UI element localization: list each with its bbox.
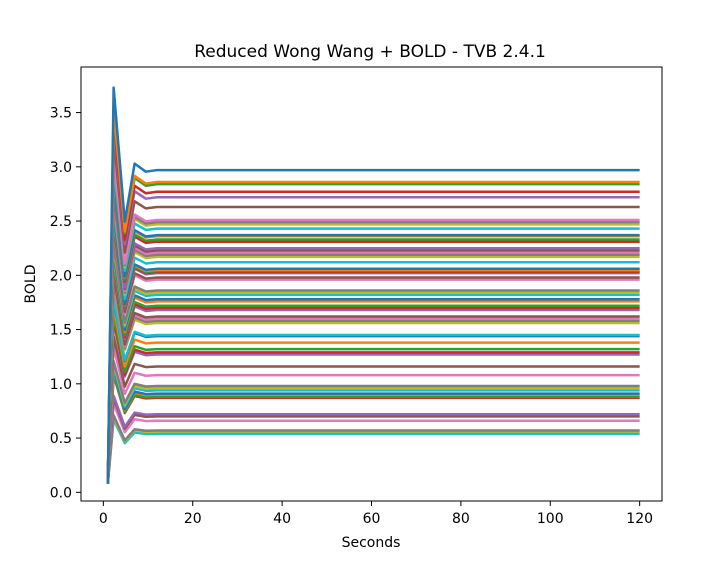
series-line — [106, 109, 640, 484]
series-line — [106, 334, 640, 484]
y-tick-label: 3.0 — [50, 160, 72, 176]
series-line — [106, 262, 640, 484]
x-tick-label: 120 — [626, 511, 653, 527]
x-axis: 0 20 40 60 80 100 120 — [99, 501, 653, 527]
y-tick-label: 3.5 — [50, 106, 72, 122]
plot-frame — [80, 66, 663, 502]
series-line — [106, 416, 640, 484]
series-layer — [106, 86, 640, 484]
series-line — [106, 251, 640, 484]
x-tick-label: 80 — [452, 511, 470, 527]
y-tick-label: 0.5 — [50, 431, 72, 447]
y-tick-label: 2.0 — [50, 268, 72, 284]
series-line — [106, 394, 640, 484]
x-tick-label: 20 — [184, 511, 202, 527]
y-axis: 0.0 0.5 1.0 1.5 2.0 2.5 3.0 3.5 — [50, 106, 81, 501]
series-line — [106, 227, 640, 484]
series-line — [106, 320, 640, 484]
x-tick-label: 100 — [537, 511, 564, 527]
series-line — [106, 365, 640, 484]
series-line — [106, 414, 640, 484]
x-axis-label: Seconds — [342, 535, 401, 551]
series-line — [106, 396, 640, 484]
series-line — [106, 179, 640, 484]
series-line — [106, 281, 640, 484]
series-line — [106, 86, 640, 484]
x-tick-label: 40 — [273, 511, 291, 527]
x-tick-label: 60 — [363, 511, 381, 527]
y-axis-label: BOLD — [23, 265, 39, 304]
y-tick-label: 1.0 — [50, 377, 72, 393]
y-tick-label: 1.5 — [50, 323, 72, 339]
series-line — [106, 359, 640, 484]
x-tick-label: 0 — [99, 511, 108, 527]
y-tick-label: 2.5 — [50, 214, 72, 230]
series-line — [106, 361, 640, 484]
y-tick-label: 0.0 — [50, 485, 72, 501]
chart-title: Reduced Wong Wang + BOLD - TVB 2.4.1 — [194, 42, 546, 62]
